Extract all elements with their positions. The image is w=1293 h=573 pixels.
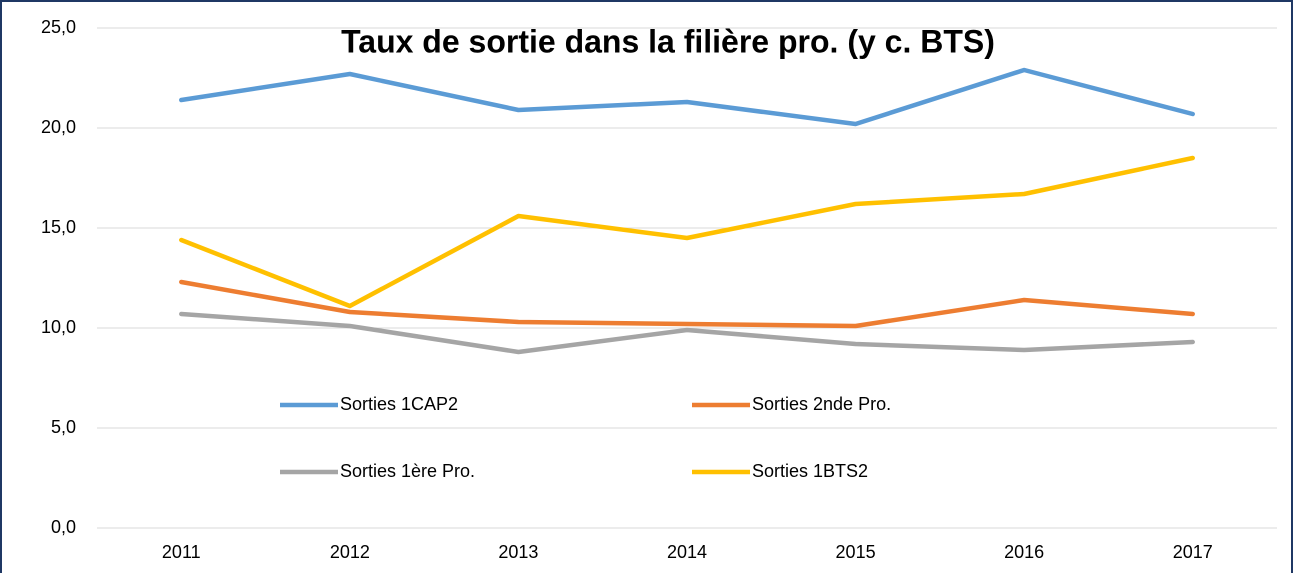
line-series [179, 311, 1195, 355]
line-series [179, 67, 1195, 127]
chart-title: Taux de sortie dans la filière pro. (y c… [341, 23, 995, 59]
x-tick-label: 2014 [667, 542, 707, 562]
y-tick-label: 15,0 [41, 217, 76, 237]
x-tick-label: 2011 [162, 542, 201, 562]
legend-label: Sorties 1CAP2 [340, 394, 458, 414]
x-tick-label: 2012 [330, 542, 370, 562]
line-series [179, 279, 1195, 329]
legend-label: Sorties 2nde Pro. [752, 394, 891, 414]
y-tick-label: 20,0 [41, 117, 76, 137]
y-tick-label: 25,0 [41, 17, 76, 37]
y-tick-label: 5,0 [51, 417, 76, 437]
legend-label: Sorties 1ère Pro. [340, 461, 475, 481]
x-tick-label: 2015 [836, 542, 876, 562]
legend-label: Sorties 1BTS2 [752, 461, 868, 481]
y-tick-label: 10,0 [41, 317, 76, 337]
y-tick-label: 0,0 [51, 517, 76, 537]
x-tick-label: 2017 [1173, 542, 1213, 562]
line-series [179, 155, 1195, 309]
x-tick-label: 2016 [1004, 542, 1044, 562]
x-tick-label: 2013 [498, 542, 538, 562]
